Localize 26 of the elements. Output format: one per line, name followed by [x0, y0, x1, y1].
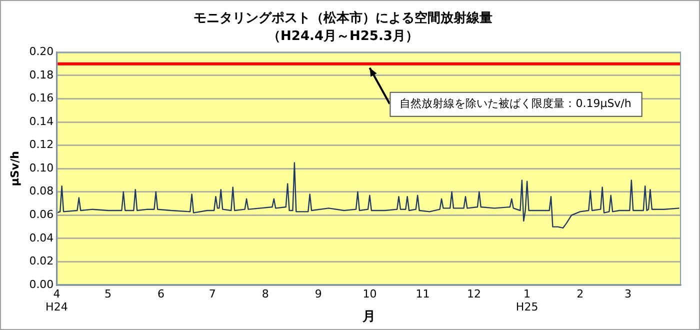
- x-tick-label: 12: [467, 287, 482, 300]
- x-tick-label: 10: [362, 287, 377, 300]
- x-tick-label: 11: [416, 287, 430, 300]
- y-tick-label: 0.10: [29, 161, 54, 174]
- x-tick-label: 6: [158, 287, 165, 300]
- chart-subtitle: （H24.4月～H25.3月）: [268, 28, 418, 44]
- y-axis-title: μSv/h: [8, 151, 22, 186]
- y-tick-label: 0.02: [29, 254, 54, 268]
- annotation: 自然放射線を除いた被ばく限度量：0.19μSv/h: [400, 97, 632, 110]
- chart-title: モニタリングポスト（松本市）による空間放射線量: [194, 10, 492, 26]
- x-tick-label: 9: [314, 287, 322, 300]
- x-tick-label: 2: [576, 287, 584, 300]
- y-tick-label: 0.18: [29, 68, 54, 82]
- x-axis-title: 月: [361, 310, 376, 325]
- y-tick-label: 0.06: [29, 208, 54, 222]
- x-tick-label: 8: [262, 287, 269, 300]
- x-tick-label: 3: [624, 287, 632, 300]
- y-tick-label: 0.04: [29, 231, 54, 244]
- y-tick-label: 0.12: [29, 138, 54, 152]
- y-tick-label: 0.14: [29, 114, 54, 128]
- x-tick-label: 7: [208, 287, 216, 300]
- y-tick-label: 0.08: [29, 184, 54, 198]
- y-tick-label: 0.20: [29, 45, 54, 58]
- x-tick-label: 5: [104, 287, 112, 300]
- y-tick-label: 0.16: [29, 92, 54, 105]
- x-tick-label: 1 H25: [516, 287, 538, 314]
